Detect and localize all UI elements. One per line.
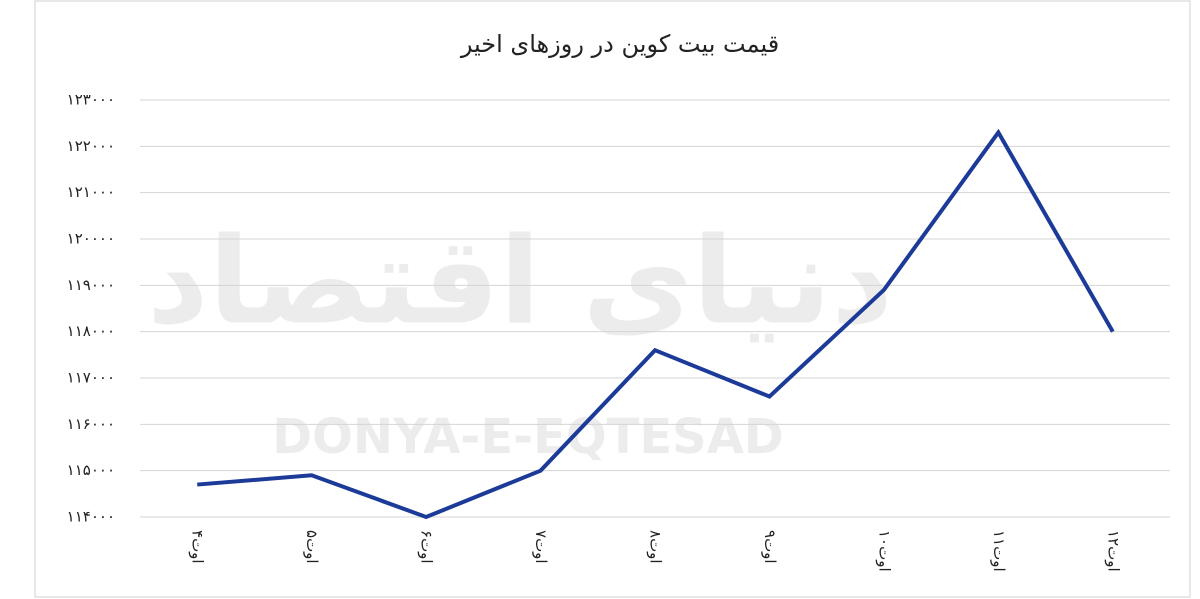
x-tick-label: ۴اوت [189, 530, 207, 564]
y-tick-label: ۱۲۱۰۰۰ [67, 183, 115, 201]
x-tick-label: ۱۱اوت [990, 530, 1008, 572]
x-tick-label: ۶اوت [418, 530, 436, 564]
y-tick-label: ۱۲۰۰۰۰ [67, 230, 115, 248]
y-tick-label: ۱۱۸۰۰۰ [67, 322, 115, 340]
chart-border [34, 0, 1191, 598]
chart-title: قیمت بیت کوین در روزهای اخیر [460, 30, 779, 58]
y-tick-label: ۱۱۶۰۰۰ [67, 415, 115, 433]
y-tick-label: ۱۱۷۰۰۰ [67, 369, 115, 387]
x-tick-label: ۵اوت [303, 530, 321, 564]
y-tick-label: ۱۱۵۰۰۰ [67, 461, 115, 479]
watermark: DONYA-E-EQTESAD [272, 409, 783, 465]
x-tick-label: ۱۲اوت [1104, 530, 1122, 572]
x-tick-label: ۱۰اوت [875, 530, 893, 572]
x-tick-label: ۸اوت [647, 530, 665, 564]
line [197, 128, 1115, 520]
x-tick-label: ۷اوت [532, 530, 550, 564]
y-tick-label: ۱۱۹۰۰۰ [67, 276, 115, 294]
y-tick-label: ۱۱۴۰۰۰ [67, 508, 115, 526]
x-tick-label: ۹اوت [761, 530, 779, 564]
watermark-fa: دنیای اقتصاد [147, 213, 893, 352]
y-tick-label: ۱۲۳۰۰۰ [67, 91, 115, 109]
y-tick-label: ۱۲۲۰۰۰ [67, 137, 115, 155]
